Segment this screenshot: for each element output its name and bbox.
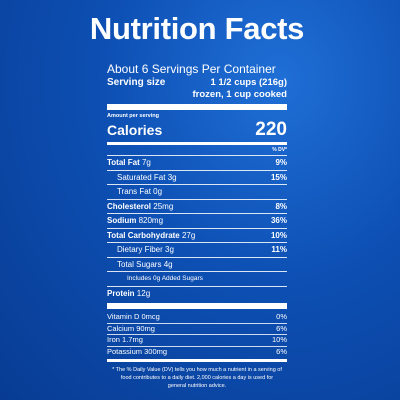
- divider-medium: [107, 359, 287, 362]
- nutrient-name: Sodium: [107, 216, 137, 226]
- vitamin-amount: 90mg: [136, 323, 155, 333]
- nutrient-dv: 11%: [271, 245, 287, 255]
- vitamin-row-iron: Iron 1.7mg 10%: [107, 334, 287, 346]
- nutrient-name: Dietary Fiber: [117, 245, 163, 255]
- calories-row: Calories 220: [107, 120, 287, 140]
- nutrient-dv: 36%: [270, 216, 287, 226]
- nutrient-amount: 820mg: [138, 216, 164, 226]
- vitamin-row-calcium: Calcium 90mg 6%: [107, 322, 287, 335]
- nutrient-row-total-fat: Total Fat 7g 9%: [107, 155, 287, 170]
- serving-size-row: Serving size 1 1/2 cups (216g) frozen, 1…: [107, 77, 287, 101]
- nutrient-amount: 3g: [165, 245, 174, 255]
- nutrient-amount: 27g: [181, 230, 196, 240]
- nutrient-row-sodium: Sodium 820mg 36%: [107, 213, 287, 228]
- nutrient-name: Protein: [107, 288, 135, 298]
- nutrient-name: Saturated Fat: [117, 172, 166, 182]
- daily-value-header: % DV*: [272, 147, 287, 153]
- nutrient-amount: 12g: [136, 288, 151, 298]
- vitamin-row-potassium: Potassium 300mg 6%: [107, 345, 287, 358]
- nutrient-amount: 3g: [167, 172, 177, 182]
- nutrient-dv: 9%: [275, 158, 287, 168]
- nutrient-row-total-sugars: Total Sugars 4g: [107, 256, 287, 272]
- vitamin-amount: 1.7mg: [122, 335, 143, 344]
- nutrient-dv: 10%: [270, 230, 287, 240]
- serving-size-amount: 1 1/2 cups (216g): [210, 77, 287, 88]
- nutrient-name: Total Sugars: [117, 259, 162, 269]
- vitamin-dv: 10%: [271, 335, 287, 344]
- nutrition-facts-panel: Nutrition Facts About 6 Servings Per Con…: [90, 10, 305, 390]
- nutrient-name: Includes 0g Added Sugars: [127, 275, 203, 283]
- nutrient-name: Cholesterol: [107, 201, 152, 211]
- vitamin-dv: 0%: [276, 312, 287, 321]
- nutrient-amount: 4g: [163, 259, 173, 269]
- nutrient-amount: 25mg: [153, 201, 174, 211]
- nutrient-amount: 0g: [153, 187, 163, 197]
- daily-value-footnote: * The % Daily Value (DV) tells you how m…: [112, 367, 282, 389]
- vitamin-name: Iron: [107, 335, 120, 344]
- nutrient-row-added-sugars: Includes 0g Added Sugars: [107, 271, 287, 286]
- serving-size-label: Serving size: [107, 77, 166, 88]
- vitamin-dv: 6%: [276, 346, 287, 356]
- nutrient-row-total-carbohydrate: Total Carbohydrate 27g 10%: [107, 227, 287, 243]
- vitamin-row-vitamin-d: Vitamin D 0mcg 0%: [107, 312, 287, 323]
- nutrient-dv: 15%: [270, 172, 287, 182]
- vitamin-name: Potassium: [107, 346, 143, 356]
- divider-thick: [107, 303, 287, 309]
- vitamin-name: Calcium: [107, 323, 135, 333]
- nutrition-facts-title: Nutrition Facts: [89, 11, 305, 46]
- nutrient-row-saturated-fat: Saturated Fat 3g 15%: [107, 169, 287, 185]
- vitamin-dv: 6%: [276, 323, 287, 333]
- nutrient-name: Total Carbohydrate: [107, 230, 180, 240]
- nutrient-name: Total Fat: [107, 158, 140, 168]
- servings-per-container: About 6 Servings Per Container: [107, 62, 276, 76]
- nutrient-row-dietary-fiber: Dietary Fiber 3g 11%: [107, 242, 287, 257]
- serving-size-note: frozen, 1 cup cooked: [192, 89, 288, 100]
- nutrient-name: Trans Fat: [117, 187, 151, 197]
- nutrient-row-cholesterol: Cholesterol 25mg 8%: [107, 198, 287, 214]
- amount-per-serving: Amount per serving: [107, 113, 159, 119]
- nutrient-dv: 8%: [275, 201, 287, 211]
- serving-size-value: 1 1/2 cups (216g) frozen, 1 cup cooked: [193, 77, 288, 101]
- calories-value: 220: [255, 119, 287, 140]
- vitamin-name: Vitamin D: [107, 312, 140, 321]
- calories-label: Calories: [107, 122, 163, 138]
- divider-thick: [107, 104, 287, 110]
- nutrient-amount: 7g: [141, 158, 151, 168]
- nutrient-row-trans-fat: Trans Fat 0g: [107, 184, 287, 199]
- divider-medium: [107, 142, 287, 145]
- nutrient-row-protein: Protein 12g: [107, 285, 287, 301]
- vitamin-amount: 300mg: [144, 346, 168, 356]
- vitamin-amount: 0mcg: [141, 312, 160, 321]
